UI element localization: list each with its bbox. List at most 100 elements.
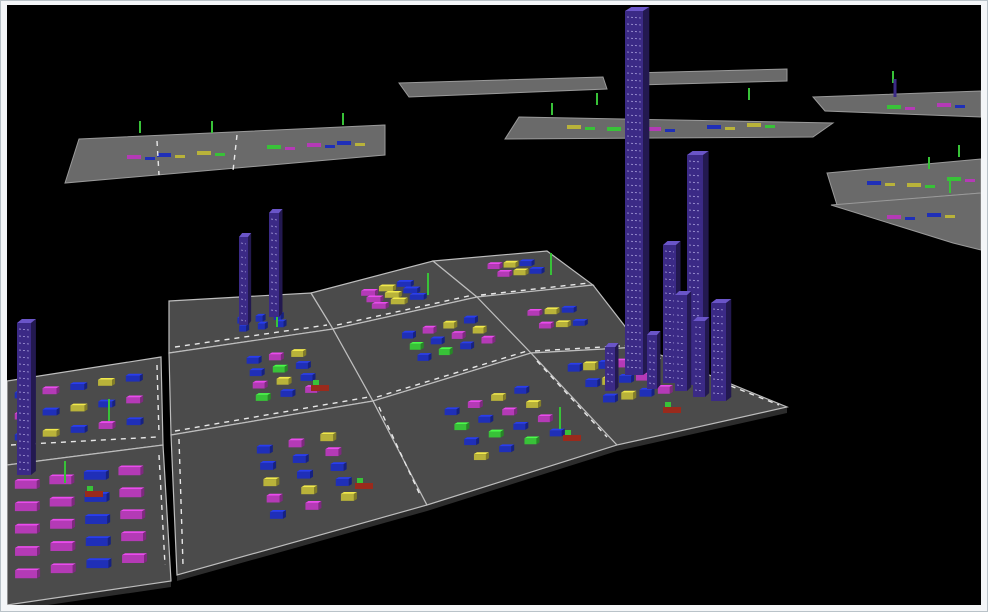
building-block-icon	[337, 141, 351, 145]
building-block-icon	[384, 291, 402, 298]
building-block-icon	[555, 320, 571, 328]
building-block-icon	[707, 125, 721, 129]
building-block-icon	[267, 145, 281, 149]
building-block-icon	[85, 536, 111, 547]
building-block-icon	[907, 183, 921, 187]
building-block-icon	[313, 380, 319, 385]
building-block-icon	[366, 295, 384, 303]
building-block-icon	[529, 266, 545, 274]
building-block-icon	[121, 531, 147, 542]
building-cluster-b2	[402, 315, 496, 361]
city-scene[interactable]	[7, 5, 981, 605]
building-block-icon	[602, 393, 618, 403]
building-block-icon	[239, 323, 250, 332]
building-cluster-a3	[487, 259, 545, 277]
building-block-icon	[371, 301, 389, 309]
building-block-icon	[417, 353, 432, 361]
building-block-icon	[127, 155, 141, 159]
building-block-icon	[126, 417, 144, 426]
building-block-icon	[49, 496, 75, 507]
building-block-icon	[50, 563, 76, 574]
building-block-icon	[14, 501, 40, 512]
building-block-icon	[454, 422, 470, 431]
building-block-icon	[583, 361, 599, 371]
building-block-icon	[276, 319, 287, 328]
building-block-icon	[355, 483, 373, 489]
building-block-icon	[42, 407, 60, 416]
building-block-icon	[86, 558, 112, 569]
building-block-icon	[300, 373, 316, 381]
city-tile-left-bottom[interactable]	[7, 444, 172, 605]
building-block-icon	[126, 395, 144, 404]
building-block-icon	[197, 151, 211, 155]
building-block-icon	[70, 425, 88, 433]
building-block-icon	[85, 514, 111, 524]
building-block-icon	[288, 438, 305, 448]
road-dash	[156, 364, 160, 436]
tile-surface	[7, 444, 172, 605]
building-block-icon	[937, 103, 951, 107]
building-cluster-left-bottom	[14, 465, 148, 579]
building-block-icon	[607, 127, 621, 131]
building-block-icon	[49, 474, 75, 485]
building-block-icon	[390, 297, 408, 305]
road-dash	[480, 282, 590, 296]
building-block-icon	[519, 259, 535, 267]
building-block-icon	[301, 485, 318, 495]
building-block-icon	[15, 568, 41, 579]
building-block-icon	[497, 269, 513, 277]
road-dash	[536, 360, 608, 438]
building-block-icon	[885, 183, 895, 186]
building-block-icon	[487, 262, 503, 270]
building-block-icon	[585, 127, 595, 130]
building-block-icon	[488, 429, 504, 438]
distant-platform	[830, 192, 981, 251]
building-block-icon	[145, 157, 155, 160]
building-block-icon	[330, 462, 347, 472]
building-block-icon	[269, 510, 286, 519]
building-block-icon	[513, 268, 529, 276]
building-block-icon	[295, 361, 311, 369]
building-block-icon	[567, 362, 583, 372]
building-block-icon	[526, 400, 542, 408]
building-block-icon	[98, 399, 116, 408]
tower-icon	[647, 331, 661, 389]
building-block-icon	[357, 478, 363, 483]
building-block-icon	[14, 523, 40, 534]
distant-platform	[630, 68, 788, 86]
building-block-icon	[255, 393, 271, 401]
tower-icon	[693, 317, 710, 397]
building-block-icon	[905, 107, 915, 110]
building-block-icon	[396, 280, 414, 287]
building-block-icon	[663, 407, 681, 413]
3d-viewport[interactable]	[7, 5, 981, 605]
building-block-icon	[537, 414, 553, 423]
building-block-icon	[14, 478, 40, 489]
building-block-icon	[98, 377, 116, 386]
tower-icon	[711, 299, 732, 401]
building-block-icon	[639, 387, 655, 397]
building-block-icon	[122, 553, 148, 564]
city-tile-c3[interactable]	[529, 346, 789, 451]
building-block-icon	[572, 318, 588, 326]
building-block-icon	[42, 386, 60, 395]
building-block-icon	[538, 321, 554, 329]
tower-icon	[17, 319, 36, 475]
building-block-icon	[119, 487, 145, 498]
building-block-icon	[422, 325, 437, 334]
road-dash	[232, 134, 238, 172]
building-block-icon	[268, 352, 284, 361]
building-block-icon	[409, 293, 427, 300]
building-block-icon	[887, 105, 901, 109]
building-block-icon	[409, 341, 424, 350]
distant-platform	[811, 90, 981, 118]
building-block-icon	[443, 320, 458, 329]
building-block-icon	[325, 145, 335, 148]
road-dash	[378, 406, 422, 498]
building-block-icon	[444, 407, 460, 416]
building-cluster-c1	[256, 432, 357, 519]
building-block-icon	[70, 382, 88, 391]
building-block-icon	[85, 491, 103, 497]
building-block-icon	[503, 260, 519, 268]
